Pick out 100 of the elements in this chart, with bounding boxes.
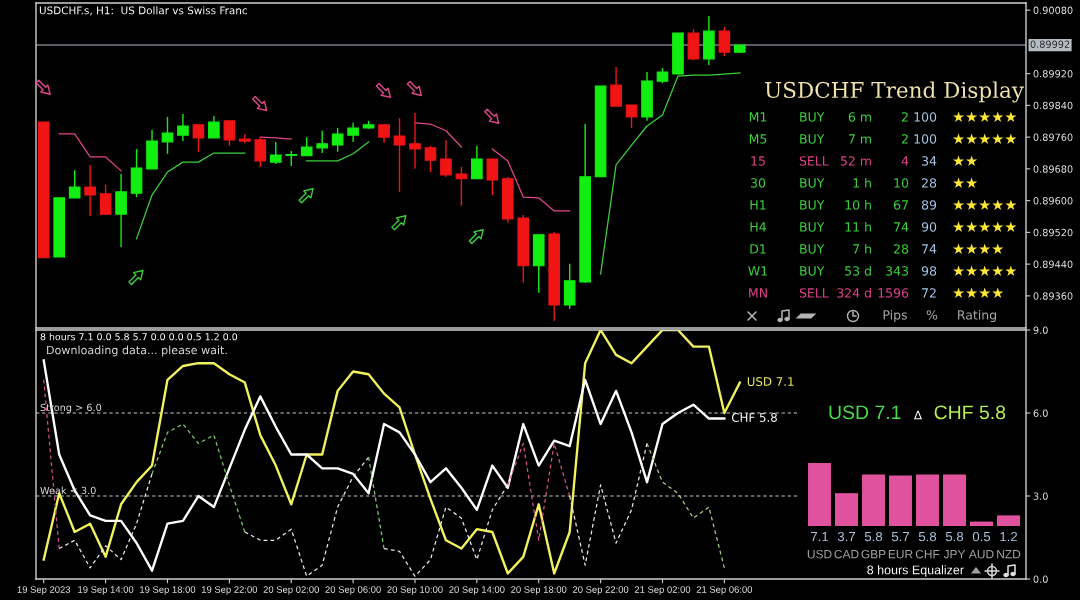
text: 4 <box>901 156 909 166</box>
x-tick-label: 19 Sep 2023 <box>17 586 71 595</box>
x-tick-label: 20 Sep 14:00 <box>449 586 505 595</box>
text: 90 <box>921 222 937 232</box>
category-label: H4 <box>750 222 766 232</box>
y-tick-label: 0.0 <box>1033 575 1048 583</box>
text: ★★★★★ <box>952 199 1017 211</box>
category-label: MN <box>749 288 767 298</box>
series-label: USD 7.1 <box>747 377 794 386</box>
text: 6 m <box>848 112 871 122</box>
category-label: D1 <box>750 244 766 254</box>
x-tick-label: 20 Sep 18:00 <box>511 586 567 595</box>
category-label: Rating <box>958 309 997 323</box>
text: 34 <box>922 156 937 166</box>
text: 28 <box>922 178 937 188</box>
text: USDCHF Trend Display <box>765 81 1024 103</box>
text: 2 <box>901 112 908 122</box>
y-tick-label: 0.89440 <box>1033 260 1073 268</box>
text: 11 h <box>845 221 871 232</box>
text: ★★★★★ <box>952 265 1017 277</box>
text: 89 <box>921 200 937 210</box>
y-tick-label: 9.0 <box>1033 326 1048 334</box>
text: 74 <box>922 244 937 254</box>
y-tick-label: 0.89360 <box>1033 292 1073 300</box>
x-tick-label: 20 Sep 10:00 <box>387 586 443 595</box>
data-label: 3.7 <box>837 531 856 542</box>
text: ★★ <box>952 177 978 189</box>
text: 1596 <box>878 288 909 298</box>
x-tick-label: 20 Sep 22:00 <box>572 586 629 595</box>
y-tick-label: 0.90080 <box>1033 6 1073 14</box>
data-label: 5.8 <box>945 531 964 542</box>
annotation: USD 7.1 <box>829 405 901 420</box>
text: 7 h <box>853 243 871 254</box>
y-tick-label: 3.0 <box>1033 492 1048 500</box>
text: 2 <box>901 134 908 144</box>
text: 74 <box>894 222 909 232</box>
data-label: 7.1 <box>811 532 829 542</box>
category-label: 30 <box>751 178 766 188</box>
text: BUY <box>800 200 825 210</box>
text: 7 m <box>848 134 871 144</box>
x-tick-label: AUD <box>968 550 994 559</box>
data-label: 5.7 <box>891 532 910 542</box>
text: 1 h <box>853 177 871 188</box>
annotation: Downloading data... please wait. <box>47 345 227 357</box>
y-tick-label: 0.89760 <box>1033 133 1073 141</box>
text: ★★★★★ <box>952 111 1017 123</box>
text: 343 <box>886 266 908 276</box>
text: 53 d <box>845 265 871 276</box>
text: 100 <box>914 112 937 122</box>
text: BUY <box>800 266 825 276</box>
text: 72 <box>922 288 936 298</box>
text: BUY <box>800 134 825 144</box>
x-tick-label: USD <box>807 549 832 559</box>
text: 98 <box>921 266 937 276</box>
y-tick-label: 0.89920 <box>1033 70 1073 78</box>
data-label: 5.8 <box>918 531 937 542</box>
x-tick-label: 19 Sep 22:00 <box>201 586 258 595</box>
annotation: ∆ <box>914 410 922 420</box>
category-label: W1 <box>748 266 767 276</box>
x-tick-label: 21 Sep 02:00 <box>634 586 691 595</box>
chart-title: USDCHF.s, H1: US Dollar vs Swiss Franc <box>39 6 247 16</box>
annotation: CHF 5.8 <box>934 405 1006 420</box>
category-label: H1 <box>750 200 766 210</box>
x-tick-label: CHF <box>915 549 940 559</box>
text: ★★ <box>952 155 978 167</box>
x-tick-label: CAD <box>834 549 859 559</box>
x-tick-label: NZD <box>997 550 1021 559</box>
data-label: 5.8 <box>864 531 883 542</box>
y-tick-label: 0.89680 <box>1033 165 1073 173</box>
text: 324 d <box>837 287 871 298</box>
text: 28 <box>894 244 909 254</box>
text: ★★★★★ <box>952 133 1017 145</box>
data-label: 0.5 <box>972 531 991 542</box>
y-tick-label: 0.89600 <box>1033 197 1073 205</box>
text: 100 <box>914 134 937 144</box>
text: BUY <box>800 222 825 232</box>
text: BUY <box>800 112 825 122</box>
text: 10 <box>894 178 909 188</box>
text: ★★★★ <box>952 243 1004 255</box>
text: BUY <box>800 178 825 188</box>
x-axis-title: 8 hours Equalizer <box>867 565 964 577</box>
text: ★★★★★ <box>952 221 1017 233</box>
text: BUY <box>800 244 825 254</box>
text: ★★★★ <box>952 287 1004 299</box>
data-label: 1.2 <box>1000 531 1018 542</box>
x-tick-label: 19 Sep 18:00 <box>140 586 196 595</box>
series-label: CHF 5.8 <box>731 413 777 422</box>
x-tick-label: 20 Sep 06:00 <box>325 586 381 595</box>
text: 67 <box>893 200 908 210</box>
category-label: Pips <box>883 309 907 323</box>
text: SELL <box>799 156 829 166</box>
category-label: % <box>926 310 938 320</box>
text: 52 m <box>840 156 871 166</box>
text: 10 h <box>845 199 871 210</box>
category-label: M5 <box>749 134 767 144</box>
ref-line-label: 0.89992 <box>1030 40 1070 48</box>
x-tick-label: 21 Sep 06:00 <box>696 586 753 595</box>
category-label: M1 <box>749 112 767 122</box>
x-tick-label: 20 Sep 02:00 <box>263 586 319 595</box>
x-tick-label: 19 Sep 14:00 <box>78 586 134 595</box>
